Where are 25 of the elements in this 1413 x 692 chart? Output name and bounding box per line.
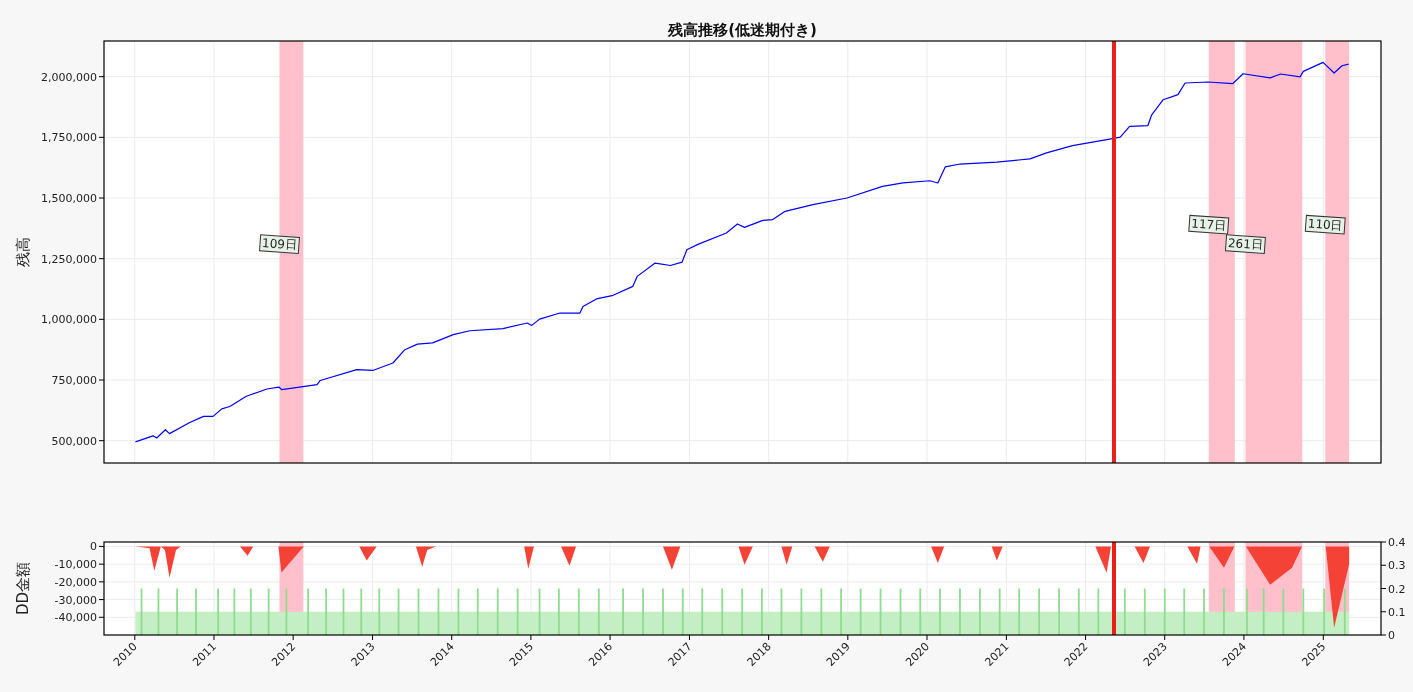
y2-tick-label: 0.4: [1388, 536, 1406, 549]
annotation: 110日: [1307, 216, 1344, 233]
y-tick-label: 0: [90, 540, 97, 554]
y-tick-label: -30,000: [54, 593, 97, 607]
y-axis-title: DD金額: [14, 561, 32, 616]
line-series: [134, 61, 1350, 443]
y-axis-title: 残高: [14, 237, 32, 267]
y-tick-label: 750,000: [51, 374, 97, 388]
y-tick-label: 1,500,000: [41, 192, 97, 206]
annotation: 261日: [1227, 235, 1264, 253]
y2-tick-label: 0.3: [1388, 559, 1406, 573]
y-tick-label: 500,000: [51, 434, 97, 448]
y-tick-label: 1,000,000: [41, 313, 97, 327]
y-tick-label: 2,000,000: [41, 70, 97, 84]
y-tick-label: -40,000: [54, 611, 97, 625]
y2-tick-label: 0.2: [1388, 582, 1406, 596]
y-tick-label: -10,000: [54, 558, 97, 572]
chart-title: 残高推移(低迷期付き): [667, 21, 817, 39]
y-tick-label: 1,750,000: [41, 131, 97, 145]
y2-tick-label: 0: [1388, 629, 1395, 642]
y2-tick-label: 0.1: [1388, 605, 1406, 619]
y-tick-label: 1,250,000: [41, 252, 97, 266]
y-tick-label: -20,000: [54, 575, 97, 589]
annotation: 109日: [261, 235, 298, 253]
annotation: 117日: [1190, 216, 1227, 233]
